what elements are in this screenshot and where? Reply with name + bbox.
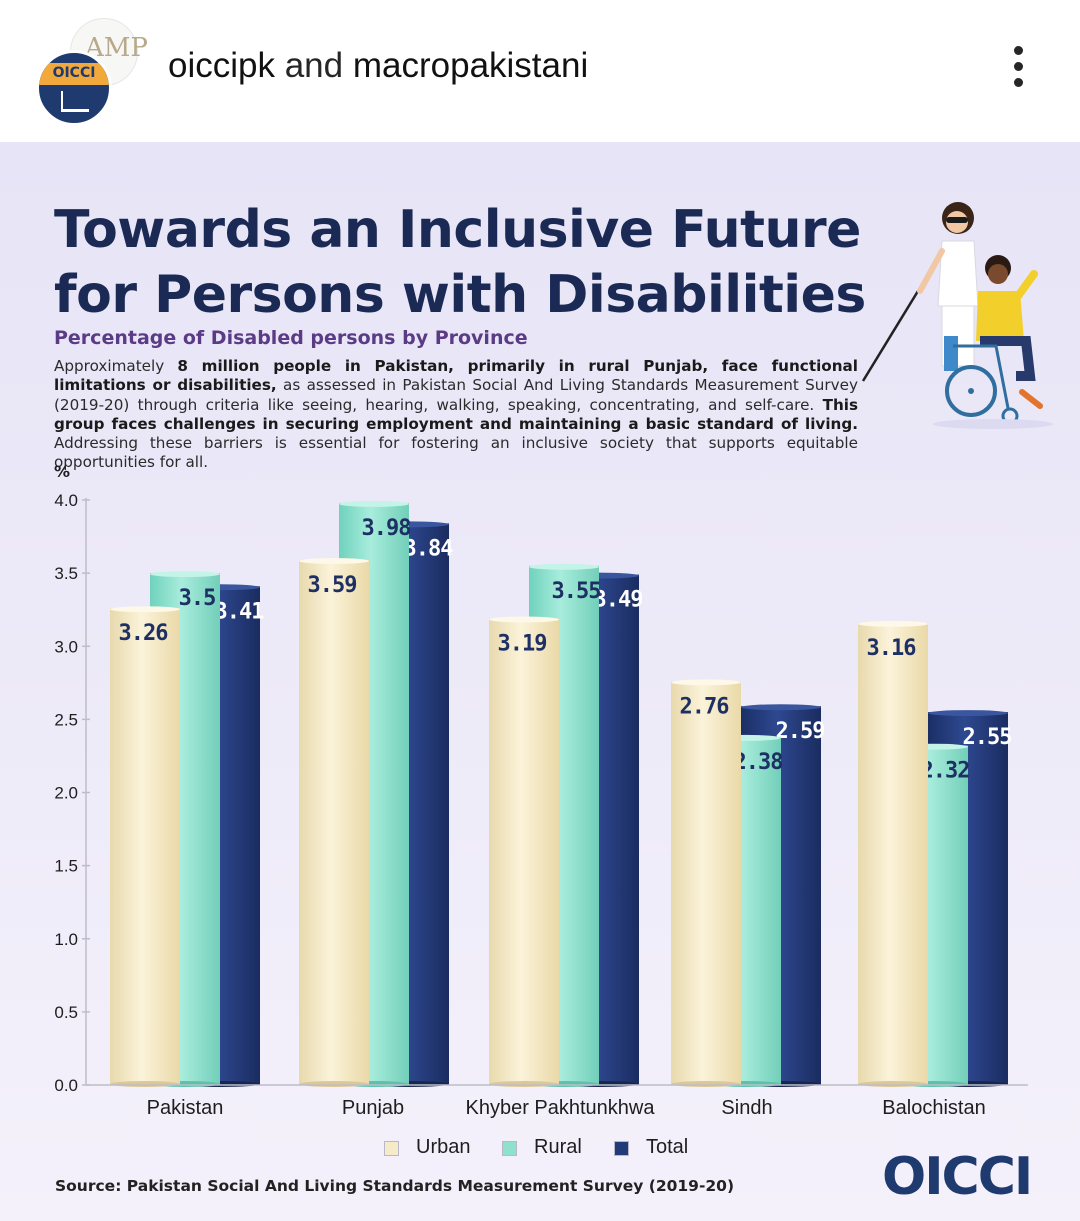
y-tick-label: 3.0 — [54, 637, 78, 656]
data-label-rural: 2.38 — [734, 750, 783, 775]
bar-cap — [671, 679, 741, 686]
data-label-total: 2.55 — [963, 725, 1012, 750]
legend-swatch-rural — [502, 1141, 517, 1156]
desc-bold-2: This group faces challenges in securing … — [54, 395, 858, 433]
bar-urban — [671, 681, 741, 1085]
legend-label-urban: Urban — [416, 1136, 471, 1158]
bar-cap — [489, 616, 559, 623]
data-label-total: 2.59 — [776, 719, 825, 744]
bar-base — [858, 1081, 928, 1087]
account-avatars[interactable]: AMP OICCI — [34, 16, 148, 126]
avatar-band — [39, 63, 109, 85]
data-label-rural: 3.98 — [362, 516, 411, 541]
chart-description: Approximately 8 million people in Pakist… — [54, 357, 858, 473]
bar-cap — [928, 710, 1008, 717]
account-names[interactable]: oiccipk and macropakistani — [168, 46, 588, 86]
desc-text-2: as assessed in Pakistan Social And Livin… — [54, 376, 858, 414]
desc-text-1: Approximately — [54, 357, 178, 375]
accessibility-illustration — [861, 202, 1053, 429]
data-label-rural: 2.32 — [921, 759, 970, 784]
bar-urban — [110, 608, 180, 1085]
account-primary[interactable]: oiccipk — [168, 46, 275, 85]
account-joiner: and — [284, 46, 344, 85]
bar-cap — [299, 557, 369, 564]
oiccipk-avatar[interactable]: OICCI — [36, 50, 112, 126]
legend-label-rural: Rural — [534, 1136, 582, 1158]
chart-title: Towards an Inclusive Future for Persons … — [54, 200, 866, 325]
avatar-front-text: OICCI — [52, 65, 96, 81]
more-vertical-icon[interactable] — [1008, 46, 1028, 96]
x-tick-label: Punjab — [342, 1097, 404, 1119]
bar-urban — [489, 618, 559, 1085]
data-label-rural: 3.5 — [179, 586, 216, 611]
data-label-urban: 3.59 — [308, 573, 357, 598]
data-label-urban: 3.19 — [498, 631, 547, 656]
chart-source: Source: Pakistan Social And Living Stand… — [55, 1177, 735, 1195]
y-tick-label: 4.0 — [54, 491, 78, 510]
data-label-total: 3.41 — [215, 599, 265, 624]
y-tick-label: 2.0 — [54, 784, 78, 803]
x-axis: Pakistan Punjab Khyber Pakhtunkhwa Sindh Bal… — [86, 1084, 1028, 1119]
data-label-urban: 3.16 — [867, 636, 917, 661]
bar-chart: % 0.00.51.01.52.02.53.03.54.0 3.413.53.2… — [54, 462, 1028, 1119]
ship-icon — [61, 91, 89, 112]
bar-cap — [110, 606, 180, 613]
data-label-total: 3.84 — [404, 536, 454, 561]
x-tick-label: Khyber Pakhtunkhwa — [465, 1097, 655, 1119]
bar-cap — [529, 563, 599, 570]
bars: 3.413.5 3.26 3.843.98 3.59 3.493.55 3.19 2.59 2… — [110, 500, 1012, 1087]
x-tick-label: Balochistan — [882, 1097, 985, 1119]
y-tick-label: 0.0 — [54, 1076, 78, 1095]
bar-cap — [339, 500, 409, 507]
legend-swatch-urban — [384, 1141, 399, 1156]
bar-base — [299, 1081, 369, 1087]
y-tick-label: 1.0 — [54, 930, 78, 949]
chart-subtitle: Percentage of Disabled persons by Provin… — [54, 327, 528, 349]
bar-base — [671, 1081, 741, 1087]
x-tick-label: Pakistan — [147, 1097, 224, 1119]
desc-text-3: Addressing these barriers is essential f… — [54, 434, 858, 472]
oicci-logo: OICCI — [882, 1148, 1032, 1200]
bar-urban — [299, 559, 369, 1085]
y-axis-label: % — [54, 462, 70, 481]
bar-base — [110, 1081, 180, 1087]
y-axis: 0.0 0.5 1.0 1.5 2.0 2.5 3.0 3.5 4.0 — [54, 491, 90, 1095]
bar-cap — [150, 571, 220, 578]
bar-cap — [741, 704, 821, 711]
y-tick-label: 1.5 — [54, 857, 78, 876]
bar-cap — [858, 620, 928, 627]
legend-swatch-total — [614, 1141, 629, 1156]
data-label-urban: 2.76 — [680, 694, 730, 719]
y-tick-label: 0.5 — [54, 1003, 78, 1022]
bar-urban — [858, 622, 928, 1085]
bar-base — [489, 1081, 559, 1087]
data-label-rural: 3.55 — [552, 579, 601, 604]
logo-text: OICCI — [882, 1148, 1031, 1200]
account-secondary[interactable]: macropakistani — [352, 46, 589, 85]
x-tick-label: Sindh — [721, 1097, 772, 1119]
data-label-urban: 3.26 — [119, 621, 169, 646]
y-tick-label: 3.5 — [54, 564, 78, 583]
desc-bold-1: 8 million people in Pakistan, primarily … — [54, 357, 858, 395]
data-label-total: 3.49 — [594, 588, 643, 613]
y-tick-label: 2.5 — [54, 710, 78, 729]
post-header: AMP OICCI oiccipk and macropakistani — [0, 0, 1080, 142]
legend-label-total: Total — [646, 1136, 689, 1158]
